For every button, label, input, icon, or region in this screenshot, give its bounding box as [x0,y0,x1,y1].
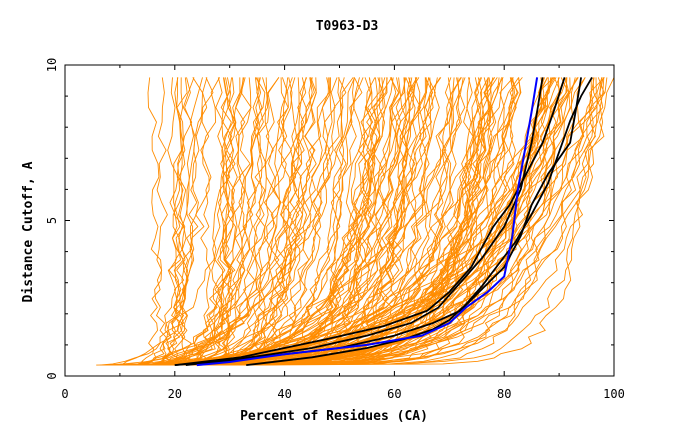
background-model-line [185,77,236,366]
x-tick-label: 80 [497,387,511,401]
background-model-line [119,77,615,366]
highlight-model-line [174,77,544,366]
background-model-line [171,77,436,366]
x-tick-label: 100 [603,387,625,401]
background-model-line [149,77,289,366]
background-model-line [207,77,604,366]
background-model-line [110,77,518,366]
background-model-line [113,77,560,366]
background-model-line [158,77,594,366]
background-model-line [148,77,568,366]
background-model-line [191,77,595,366]
background-model-line [112,77,546,366]
x-tick-label: 0 [61,387,68,401]
background-model-line [120,77,332,366]
background-model-line [162,77,548,366]
highlight-model-line [174,77,566,366]
background-model-line [168,77,347,366]
background-model-line [121,77,578,366]
background-model-line [140,77,317,366]
background-model-line [151,77,195,366]
x-tick-label: 40 [277,387,291,401]
background-model-line [210,77,315,366]
y-axis-label: Distance Cutoff, A [21,161,36,302]
x-tick-label: 60 [387,387,401,401]
background-model-line [119,77,329,366]
background-model-lines [96,77,615,366]
background-model-line [150,77,568,366]
background-model-line [141,77,168,366]
y-tick-label: 10 [45,58,59,72]
x-axis-label: Percent of Residues (CA) [240,409,428,424]
background-model-line [100,77,203,366]
background-model-line [129,77,393,366]
highlighted-series [174,76,593,367]
background-model-line [105,77,356,366]
background-model-line [152,77,208,366]
background-model-line [204,77,603,366]
background-model-line [181,77,233,366]
chart-title: T0963-D3 [316,19,379,34]
background-model-line [227,77,605,366]
background-model-line [116,77,354,366]
background-model-line [171,77,225,366]
background-model-line [150,77,479,366]
y-tick-label: 5 [45,217,59,224]
background-model-line [176,77,491,366]
background-model-line [109,77,364,366]
background-model-line [168,77,188,366]
background-model-line [96,77,289,366]
background-model-line [137,77,514,366]
x-tick-label: 20 [168,387,182,401]
background-model-line [167,77,264,366]
background-model-line [123,77,269,366]
background-model-line [121,77,186,366]
background-model-line [182,77,214,366]
background-model-line [119,77,442,366]
background-model-line [110,77,262,366]
background-model-line [165,77,307,366]
background-model-line [239,77,601,366]
background-model-line [112,77,241,366]
background-model-line [158,77,400,366]
background-model-line [135,77,203,366]
background-model-line [147,77,313,366]
reference-model-line [196,77,539,367]
background-model-line [142,77,514,366]
background-model-line [132,77,313,366]
background-model-line [214,77,521,366]
axes: 0 20 40 60 80 100 0 5 10 [45,58,625,401]
highlight-model-line [185,77,582,366]
background-model-line [167,77,293,366]
background-model-line [186,77,280,366]
y-tick-label: 0 [45,372,59,379]
background-model-line [201,77,307,366]
background-model-line [99,77,220,366]
background-model-line [175,77,603,366]
highlight-model-line [246,76,593,366]
background-model-line [180,77,570,366]
background-model-line [151,77,494,366]
